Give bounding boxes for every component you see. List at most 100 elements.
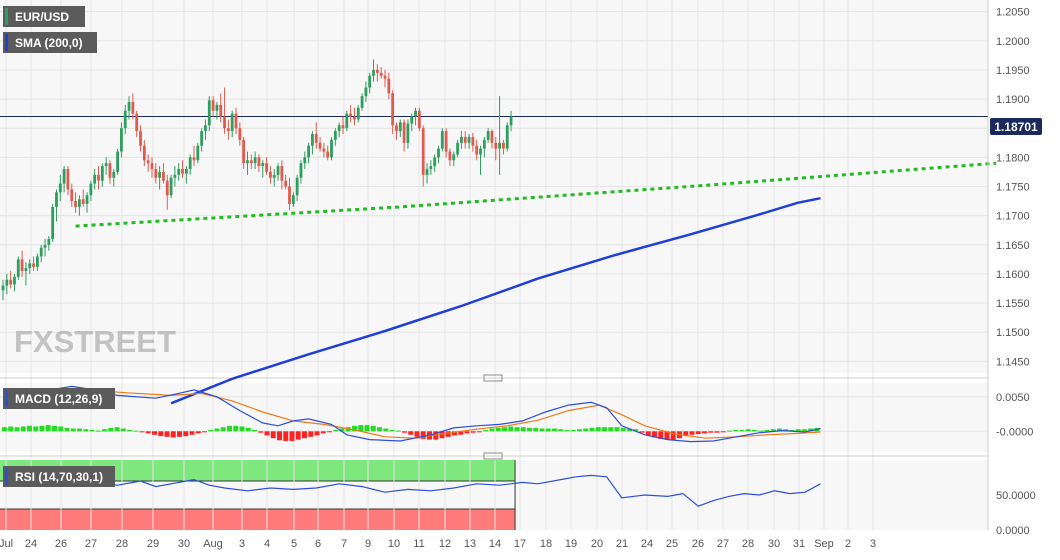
candle-down xyxy=(219,104,223,117)
macd-histogram-bar xyxy=(370,425,376,432)
resize-handle-macd[interactable] xyxy=(483,374,503,382)
candle-up xyxy=(39,247,43,257)
candle-up xyxy=(173,174,177,178)
macd-histogram-bar xyxy=(458,431,464,435)
price-y-tick-label: 1.1950 xyxy=(996,65,1030,77)
legend-rsi[interactable]: RSI (14,70,30,1) xyxy=(3,466,115,487)
macd-histogram-bar xyxy=(658,431,664,439)
macd-histogram-bar xyxy=(564,429,570,432)
candle-down xyxy=(463,136,467,143)
x-tick-label: 12 xyxy=(439,538,451,550)
x-tick-label: 14 xyxy=(489,538,501,550)
x-tick-label: Sep xyxy=(814,538,834,550)
x-tick-label: 20 xyxy=(591,538,603,550)
candle-up xyxy=(356,107,360,120)
candle-down xyxy=(97,174,100,181)
legend-eurusd[interactable]: EUR/USD xyxy=(3,6,85,27)
macd-histogram-bar xyxy=(108,427,114,432)
legend-sma[interactable]: SMA (200,0) xyxy=(3,32,97,53)
macd-histogram-bar xyxy=(483,429,489,432)
candle-down xyxy=(280,166,284,181)
candle-up xyxy=(116,151,119,172)
x-tick-label: 9 xyxy=(365,538,371,550)
macd-histogram-bar xyxy=(95,430,101,432)
macd-histogram-bar xyxy=(127,429,132,432)
macd-signal-line xyxy=(2,389,821,439)
candle-down xyxy=(192,157,196,161)
macd-histogram-bar xyxy=(764,429,770,432)
macd-histogram-bar xyxy=(52,425,57,432)
macd-histogram-bar xyxy=(389,429,395,432)
x-tick-label: 21 xyxy=(616,538,628,550)
price-y-tick-label: 1.1650 xyxy=(996,240,1030,252)
candle-up xyxy=(364,87,368,97)
macd-histogram-bar xyxy=(239,426,245,432)
macd-histogram-bar xyxy=(2,427,7,432)
candle-down xyxy=(421,128,425,175)
macd-histogram-bar xyxy=(308,431,314,437)
candle-up xyxy=(24,268,28,272)
macd-histogram-bar xyxy=(364,425,370,432)
price-y-tick-label: 1.1500 xyxy=(996,327,1030,339)
candle-down xyxy=(139,131,142,146)
legend-macd[interactable]: MACD (12,26,9) xyxy=(3,388,115,409)
candle-up xyxy=(104,163,108,167)
candle-up xyxy=(200,131,204,146)
rsi-oversold-zone xyxy=(0,509,516,530)
macd-histogram-bar xyxy=(414,431,420,437)
legend-macd-label: MACD (12,26,9) xyxy=(15,392,102,406)
x-tick-label: 25 xyxy=(666,538,678,550)
candle-down xyxy=(162,171,165,181)
macd-histogram-bar xyxy=(245,427,251,432)
macd-histogram-bar xyxy=(327,431,332,433)
candle-up xyxy=(1,285,5,291)
macd-histogram-bar xyxy=(595,427,601,432)
macd-histogram-bar xyxy=(520,427,526,432)
candle-up xyxy=(112,171,116,178)
candle-up xyxy=(360,96,364,108)
candle-down xyxy=(265,163,268,172)
candle-down xyxy=(326,151,330,158)
candle-up xyxy=(47,238,51,245)
candle-down xyxy=(353,116,356,120)
x-tick-label: 29 xyxy=(147,538,159,550)
candle-up xyxy=(207,100,211,126)
macd-histogram-bar xyxy=(514,427,520,432)
candle-up xyxy=(127,101,131,111)
x-tick-label: 3 xyxy=(870,538,876,550)
macd-histogram-bar xyxy=(708,431,714,433)
candle-up xyxy=(16,259,20,277)
candle-up xyxy=(120,128,123,152)
watermark-text: FXSTREET xyxy=(14,324,176,359)
macd-histogram-bar xyxy=(770,429,776,432)
macd-histogram-bar xyxy=(139,431,145,433)
macd-histogram-bar xyxy=(758,430,764,432)
x-tick-label: 31 xyxy=(793,538,805,550)
candle-up xyxy=(51,206,55,239)
x-tick-label: 26 xyxy=(692,538,704,550)
candle-down xyxy=(150,163,154,170)
candle-up xyxy=(368,75,372,88)
price-y-tick-label: 1.1550 xyxy=(996,298,1030,310)
macd-histogram-bar xyxy=(252,429,257,432)
macd-histogram-bar xyxy=(508,426,514,432)
macd-histogram-bar xyxy=(352,425,357,432)
candle-up xyxy=(272,174,276,178)
candle-up xyxy=(440,131,444,149)
candle-down xyxy=(444,131,448,152)
candle-down xyxy=(226,128,230,132)
candle-down xyxy=(269,171,272,178)
candle-down xyxy=(181,169,184,174)
candle-up xyxy=(100,166,104,181)
candle-up xyxy=(204,125,207,132)
macd-histogram-bar xyxy=(158,431,164,437)
x-tick-label: 6 xyxy=(315,538,321,550)
candle-down xyxy=(66,169,70,190)
candle-up xyxy=(372,69,375,76)
candle-up xyxy=(406,123,410,143)
resize-handle-rsi[interactable] xyxy=(483,452,503,460)
support-trendline xyxy=(75,161,997,228)
macd-y-tick-label: -0.0000 xyxy=(996,426,1033,438)
candle-down xyxy=(475,145,479,155)
candle-up xyxy=(89,183,93,196)
